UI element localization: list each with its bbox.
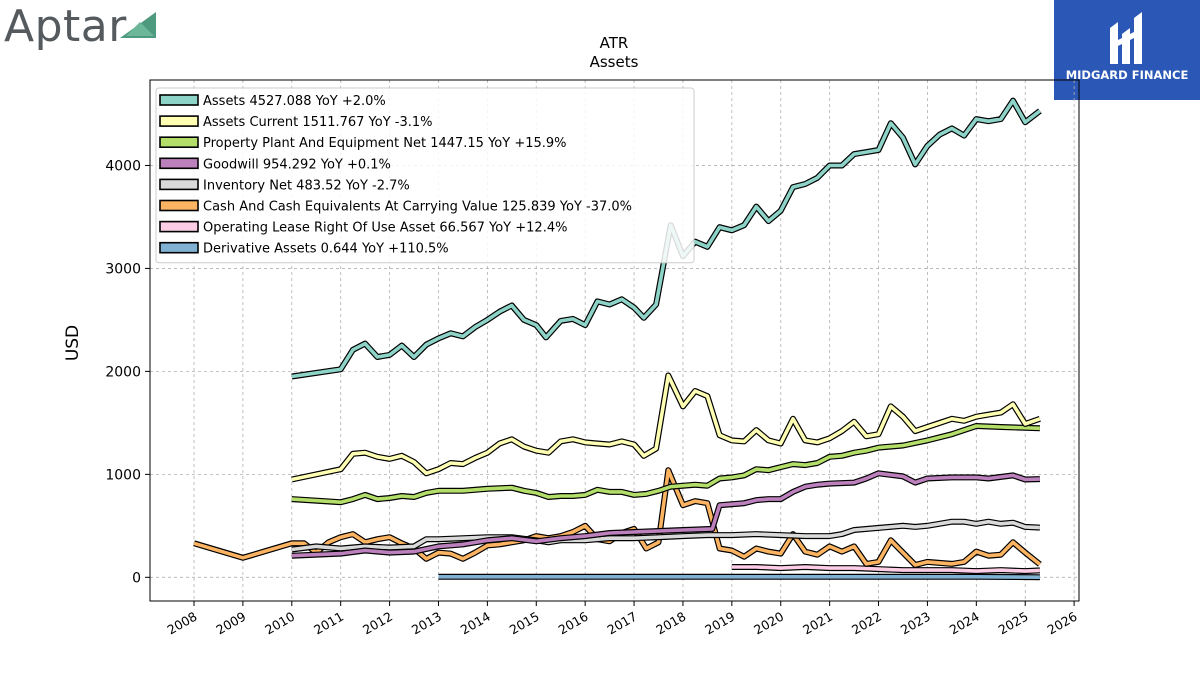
series-property-plant-and-equipment-net <box>291 423 1040 506</box>
chart-subtitle: Assets <box>590 53 639 71</box>
chart-title: ATR <box>600 34 629 52</box>
x-tick-label: 2023 <box>898 609 933 638</box>
legend-entry: Derivative Assets 0.644 YoY +110.5% <box>203 242 449 257</box>
x-tick-label: 2020 <box>751 609 786 638</box>
x-tick-label: 2015 <box>507 609 542 638</box>
legend-entry: Assets 4527.088 YoY +2.0% <box>203 94 386 109</box>
legend-swatch <box>159 220 199 233</box>
y-tick-label: 4000 <box>105 158 141 174</box>
legend-swatch <box>159 241 199 254</box>
y-tick-label: 2000 <box>105 364 141 380</box>
x-tick-label: 2013 <box>409 609 444 638</box>
x-tick-label: 2019 <box>702 609 737 638</box>
legend-entry: Goodwill 954.292 YoY +0.1% <box>203 157 391 172</box>
series-line <box>291 471 1040 558</box>
x-tick-label: 2021 <box>800 609 835 638</box>
series-line <box>291 424 1040 504</box>
midgard-logo-text: MIDGARD FINANCE <box>1065 68 1189 82</box>
plot-frame <box>149 79 1080 602</box>
legend-entry: Operating Lease Right Of Use Asset 66.56… <box>203 221 567 236</box>
aptar-leaf-icon <box>120 12 156 38</box>
midgard-emblem-icon <box>1110 12 1142 64</box>
legend-entry: Inventory Net 483.52 YoY -2.7% <box>203 178 410 193</box>
x-tick-label: 2011 <box>311 609 346 638</box>
series-line <box>291 519 1040 552</box>
x-tick-label: 2012 <box>360 609 395 638</box>
x-tick-label: 2009 <box>213 609 248 638</box>
x-tick-label: 2008 <box>164 609 199 638</box>
x-tick-label: 2025 <box>996 609 1031 638</box>
legend: Assets 4527.088 YoY +2.0% Assets Current … <box>155 87 695 264</box>
series-cash-and-cash-equivalents-at-carrying-value <box>193 467 1042 568</box>
series-lines <box>193 97 1042 581</box>
series-line <box>731 565 1040 573</box>
y-axis-label: USD <box>63 325 83 361</box>
y-tick-label: 3000 <box>105 261 141 277</box>
legend-entry: Assets Current 1511.767 YoY -3.1% <box>203 115 433 130</box>
y-tick-label: 0 <box>132 570 141 586</box>
x-tick-label: 2016 <box>556 609 591 638</box>
x-tick-label: 2014 <box>458 609 493 638</box>
x-tick-label: 2022 <box>849 609 884 638</box>
x-tick-label: 2018 <box>653 609 688 638</box>
legend-swatch <box>159 178 199 191</box>
legend-entry: Property Plant And Equipment Net 1447.15… <box>203 136 567 151</box>
legend-entry: Cash And Cash Equivalents At Carrying Va… <box>203 200 632 215</box>
x-tick-label: 2024 <box>947 609 982 638</box>
series-line <box>291 373 1041 482</box>
y-tick-label: 1000 <box>105 467 141 483</box>
legend-swatch <box>159 94 199 106</box>
midgard-finance-logo: MIDGARD FINANCE <box>1054 0 1200 100</box>
series-assets-current <box>291 372 1041 483</box>
aptar-logo: Aptar <box>4 2 164 52</box>
x-tick-label: 2017 <box>605 609 640 638</box>
x-tick-label: 2026 <box>1045 609 1080 638</box>
legend-box <box>155 87 695 264</box>
legend-swatch <box>159 115 199 127</box>
series-inventory-net <box>291 518 1041 553</box>
legend-swatch <box>159 157 199 170</box>
x-tick-label: 2010 <box>262 609 297 638</box>
series-goodwill <box>291 470 1040 559</box>
legend-swatch <box>159 136 199 148</box>
aptar-logo-text: Aptar <box>4 1 127 52</box>
legend-swatch <box>159 199 199 212</box>
series-operating-lease-right-of-use-asset <box>731 564 1041 575</box>
series-line <box>193 468 1042 567</box>
